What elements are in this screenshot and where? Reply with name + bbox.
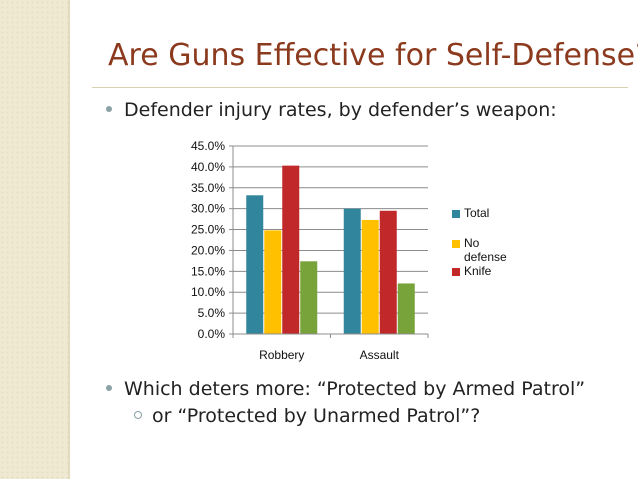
- y-tick-label: 40.0%: [191, 160, 225, 174]
- title-divider: [92, 87, 628, 88]
- y-tick-label: 30.0%: [191, 202, 225, 216]
- bullet-text: Which deters more: “Protected by Armed P…: [124, 378, 586, 400]
- bar-assault-series-4: [397, 283, 415, 334]
- sub-bullet-item: or “Protected by Unarmed Patrol”?: [134, 405, 480, 427]
- side-strip-border: [68, 0, 70, 479]
- bar-assault-total: [343, 208, 361, 334]
- legend-label: Knife: [464, 264, 492, 278]
- chart-axes: [229, 145, 429, 338]
- bar-robbery-series-4: [300, 261, 318, 334]
- bullet-item-deterrence: Which deters more: “Protected by Armed P…: [106, 378, 585, 400]
- y-tick-label: 45.0%: [191, 139, 225, 153]
- legend-swatch: [452, 240, 460, 248]
- injury-rate-bar-chart: 0.0% 5.0% 10.0% 15.0% 20.0% 25.0% 30.0% 35.0% 40…: [191, 139, 429, 362]
- y-tick-label: 0.0%: [198, 327, 226, 341]
- y-tick-label: 10.0%: [191, 285, 225, 299]
- y-tick-label: 5.0%: [198, 306, 226, 320]
- chart-bars: [246, 165, 415, 334]
- bar-assault-knife: [379, 210, 397, 334]
- bullet-dot-icon: [106, 105, 112, 112]
- y-tick-label: 25.0%: [191, 223, 225, 237]
- y-axis-tick-labels: 0.0% 5.0% 10.0% 15.0% 20.0% 25.0% 30.0% 35.0% 40…: [191, 139, 225, 341]
- y-tick-label: 15.0%: [191, 264, 225, 278]
- bar-robbery-total: [246, 195, 264, 334]
- bar-robbery-knife: [282, 165, 300, 334]
- x-axis-category-labels: Robbery Assault: [259, 348, 400, 362]
- y-tick-label: 35.0%: [191, 181, 225, 195]
- x-category-label: Robbery: [259, 348, 304, 362]
- slide-title: Are Guns Effective for Self-Defense?: [108, 38, 638, 73]
- legend-label: No defense: [464, 236, 507, 264]
- legend-label: Total: [464, 206, 490, 220]
- bar-assault-no-defense: [361, 219, 379, 334]
- sub-bullet-ring-icon: [134, 410, 142, 419]
- bullet-text: Defender injury rates, by defender’s wea…: [124, 99, 557, 121]
- legend-swatch: [452, 268, 460, 276]
- decorative-side-strip: [0, 0, 68, 479]
- x-category-label: Assault: [360, 348, 400, 362]
- bullet-dot-icon: [106, 384, 112, 391]
- bullet-item-injury-rates: Defender injury rates, by defender’s wea…: [106, 99, 557, 121]
- bar-robbery-no-defense: [264, 230, 282, 334]
- sub-bullet-text: or “Protected by Unarmed Patrol”?: [152, 405, 481, 427]
- y-tick-label: 20.0%: [191, 243, 225, 257]
- legend-swatch: [452, 210, 460, 218]
